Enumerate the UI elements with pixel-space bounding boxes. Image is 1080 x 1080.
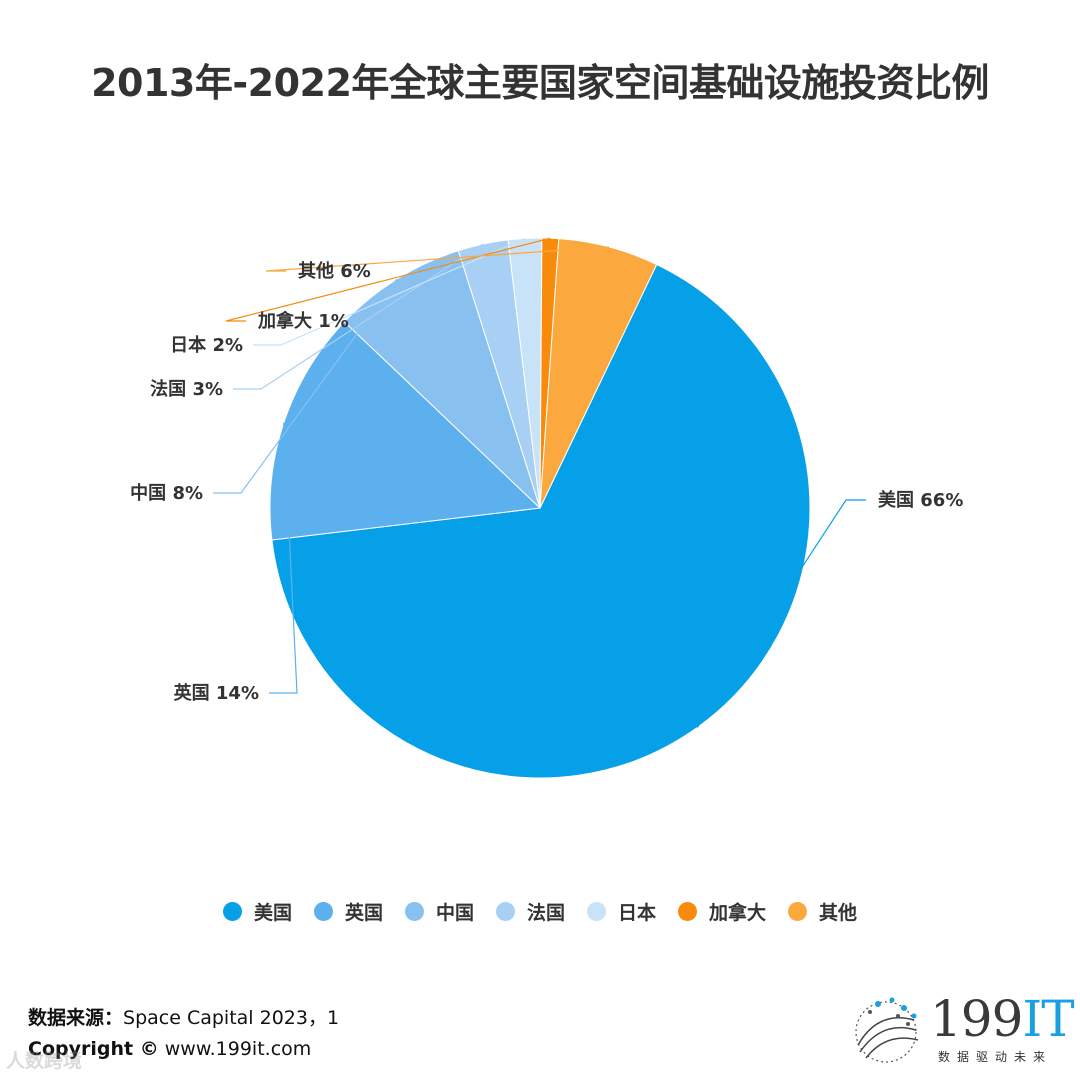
slice-label-1: 英国 14% [173,682,259,704]
legend-item-6: 其他 [788,898,857,925]
legend-label-2: 中国 [435,902,474,924]
legend-label-1: 英国 [344,902,383,924]
leader-line-1 [269,422,298,694]
leader-line-3 [233,243,484,390]
legend-item-0: 美国 [222,898,292,925]
legend-item-2: 中国 [404,898,474,925]
legend-swatch-6 [788,902,808,921]
leader-line-4 [253,237,526,346]
slice-label-4: 日本 2% [170,334,243,356]
watermark-text: 人数跨境 [6,1050,83,1072]
legend-item-1: 英国 [313,898,383,925]
legend-swatch-5 [678,902,698,921]
legend-swatch-4 [587,902,606,921]
copyright-label: Copyright © [28,1038,159,1060]
legend-label-3: 法国 [526,902,565,924]
legend-swatch-1 [313,902,333,921]
chart-title: 2013年-2022年全球主要国家空间基础设施投资比例 [91,61,989,105]
chart-legend: 美国 英国 中国 法国 日本 加拿大 其他 [0,898,1080,925]
brand-logo: 199IT 数据驱动未来 [848,990,1075,1070]
legend-item-5: 加拿大 [678,898,766,925]
logo-brand-number: 199 [930,990,1023,1048]
copyright-note: Copyright © www.199it.com [28,1038,311,1060]
legend-item-3: 法国 [495,898,565,925]
legend-label-4: 日本 [618,902,657,924]
slice-label-5: 加拿大 1% [257,310,349,332]
source-text: Space Capital 2023，1 [123,1007,340,1029]
legend-label-5: 加拿大 [709,902,767,924]
slice-label-3: 法国 3% [150,378,223,400]
source-note: 数据来源：Space Capital 2023，1 [28,1003,339,1030]
leader-line-2 [213,278,398,494]
leader-line-5 [225,237,551,322]
logo-slogan: 数据驱动未来 [938,1050,1053,1064]
slice-label-0: 美国 66% [878,489,963,511]
legend-label-6: 其他 [819,902,858,924]
slice-label-2: 中国 8% [130,482,203,504]
logo-brand-it: IT [1022,990,1074,1048]
copyright-url: www.199it.com [158,1038,312,1060]
leader-line-6 [265,246,610,272]
legend-swatch-2 [404,902,424,921]
legend-swatch-0 [222,902,242,921]
legend-label-0: 美国 [253,902,292,924]
legend-item-4: 日本 [587,898,656,925]
logo-brand-text: 199IT [930,994,1075,1044]
leader-line-0 [696,499,866,728]
source-label: 数据来源： [28,1007,124,1029]
logo-mark-icon [855,997,919,1063]
slice-label-6: 其他 6% [298,260,371,282]
legend-swatch-3 [495,902,515,921]
